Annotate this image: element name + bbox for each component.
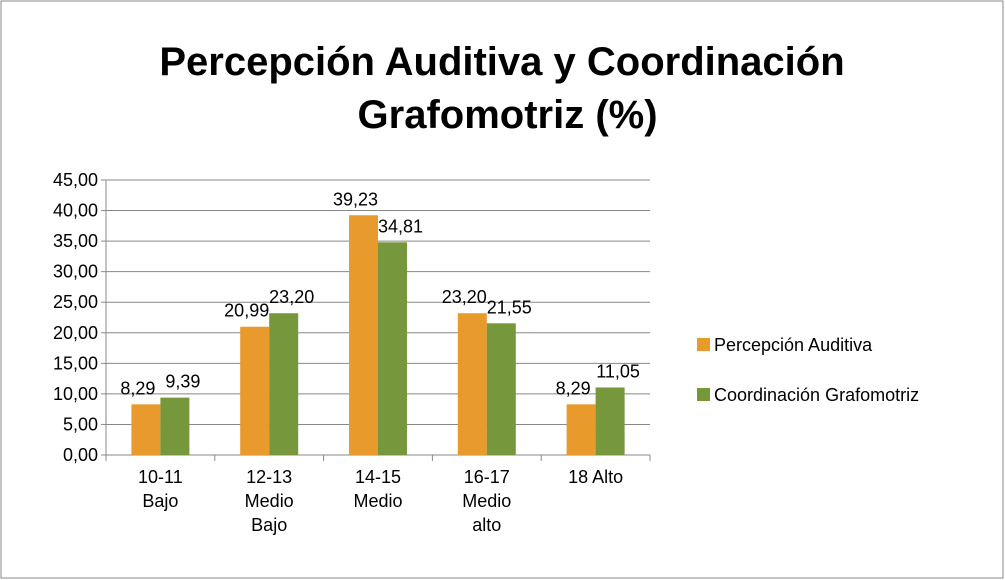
data-label: 9,39 <box>165 372 200 392</box>
x-tick-label: 14-15 Medio <box>353 467 403 511</box>
x-tick-label: 18 Alto <box>568 467 624 487</box>
legend-label: Coordinación Grafomotriz <box>714 385 919 405</box>
bar <box>349 215 378 455</box>
y-tick-label: 40,00 <box>53 201 98 221</box>
data-label: 23,20 <box>269 287 314 307</box>
bar <box>378 242 407 455</box>
data-label: 34,81 <box>378 216 423 236</box>
bar <box>457 313 487 455</box>
data-label: 8,29 <box>120 378 155 398</box>
data-label: 21,55 <box>487 297 532 317</box>
bar <box>269 313 299 455</box>
data-label: 23,20 <box>442 287 487 307</box>
legend-label: Percepción Auditiva <box>714 335 873 355</box>
bar <box>131 404 161 455</box>
legend-swatch <box>697 388 710 401</box>
bar <box>486 323 516 455</box>
y-tick-label: 20,00 <box>53 323 98 343</box>
bar <box>595 387 625 455</box>
y-tick-label: 10,00 <box>53 384 98 404</box>
data-label: 8,29 <box>556 378 591 398</box>
x-tick-label: 12-13 Medio Bajo <box>244 467 294 535</box>
y-tick-label: 0,00 <box>63 445 98 465</box>
data-label: 20,99 <box>224 301 269 321</box>
bar <box>240 326 270 455</box>
y-tick-label: 30,00 <box>53 262 98 282</box>
bar <box>160 397 190 455</box>
y-tick-label: 25,00 <box>53 292 98 312</box>
x-tick-label: 16-17 Medio alto <box>462 467 512 535</box>
y-tick-label: 5,00 <box>63 414 98 434</box>
legend-swatch <box>697 338 710 351</box>
y-tick-label: 45,00 <box>53 170 98 190</box>
y-tick-label: 35,00 <box>53 231 98 251</box>
data-label: 11,05 <box>596 361 640 381</box>
x-tick-label: 10-11 Bajo <box>138 467 183 511</box>
bar <box>566 404 596 455</box>
data-label: 39,23 <box>333 189 378 209</box>
chart-title: Percepción Auditiva y Coordinación Grafo… <box>159 40 844 137</box>
y-tick-label: 15,00 <box>53 353 98 373</box>
